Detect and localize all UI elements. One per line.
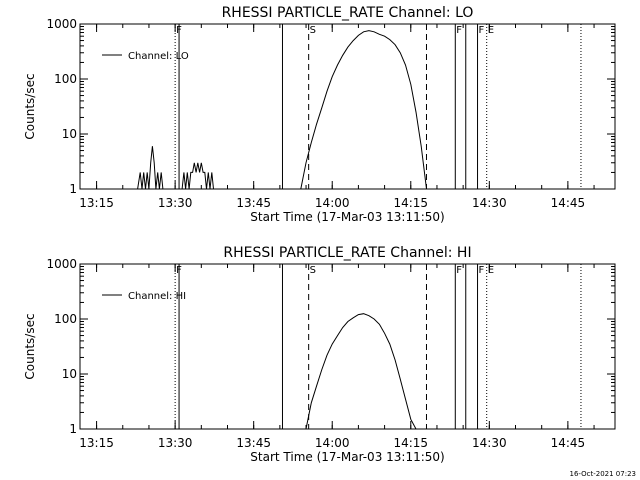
x-tick-label: 14:45 <box>551 436 586 450</box>
x-tick-label: 13:30 <box>158 196 193 210</box>
event-marker-label: E <box>488 25 494 36</box>
event-marker-label: F <box>479 25 485 36</box>
y-tick-label: 1 <box>69 422 77 436</box>
event-marker-label: E <box>488 265 494 276</box>
y-axis-label: Counts/sec <box>23 73 37 139</box>
plot-frame <box>79 263 616 430</box>
event-marker-label: S <box>310 25 316 36</box>
series-line <box>181 162 214 190</box>
x-tick-label: 13:45 <box>236 196 271 210</box>
legend-entry: Channel: HI <box>128 291 186 302</box>
legend-entry: Channel: LO <box>128 51 189 62</box>
x-axis-label: Start Time (17-Mar-03 13:11:50) <box>250 210 444 224</box>
x-tick-label: 14:45 <box>551 196 586 210</box>
x-tick-label: 14:30 <box>472 436 507 450</box>
x-tick-label: 14:00 <box>315 436 350 450</box>
footer-timestamp: 16-Oct-2021 07:23 <box>570 470 636 478</box>
x-tick-label: 13:30 <box>158 436 193 450</box>
y-tick-label: 1000 <box>46 257 77 271</box>
chart-title: RHESSI PARTICLE_RATE Channel: HI <box>223 245 471 261</box>
x-tick-label: 14:00 <box>315 196 350 210</box>
event-marker-label: F <box>479 265 485 276</box>
x-tick-label: 14:15 <box>393 436 428 450</box>
x-tick-label: 13:45 <box>236 436 271 450</box>
series-line <box>305 313 417 430</box>
y-tick-label: 100 <box>54 72 77 86</box>
y-tick-label: 1000 <box>46 17 77 31</box>
y-tick-label: 10 <box>62 127 77 141</box>
x-tick-label: 13:15 <box>79 436 114 450</box>
series-line <box>137 146 165 190</box>
event-marker-label: S <box>310 265 316 276</box>
plot-frame <box>79 23 616 190</box>
x-tick-label: 13:15 <box>79 196 114 210</box>
panel-lo-channel: RHESSI PARTICLE_RATE Channel: LO 13:15 13:… <box>23 5 616 224</box>
y-axis-label: Counts/sec <box>23 313 37 379</box>
series-line <box>300 30 427 190</box>
x-tick-label: 14:15 <box>393 196 428 210</box>
x-axis-label: Start Time (17-Mar-03 13:11:50) <box>250 450 444 464</box>
event-marker-label: F <box>456 265 462 276</box>
event-marker-label: F <box>456 25 462 36</box>
y-tick-label: 10 <box>62 367 77 381</box>
chart-title: RHESSI PARTICLE_RATE Channel: LO <box>222 5 474 21</box>
y-tick-label: 100 <box>54 312 77 326</box>
x-tick-label: 14:30 <box>472 196 507 210</box>
panel-hi-channel: RHESSI PARTICLE_RATE Channel: HI 13:15 13:… <box>23 245 616 464</box>
y-tick-label: 1 <box>69 182 77 196</box>
